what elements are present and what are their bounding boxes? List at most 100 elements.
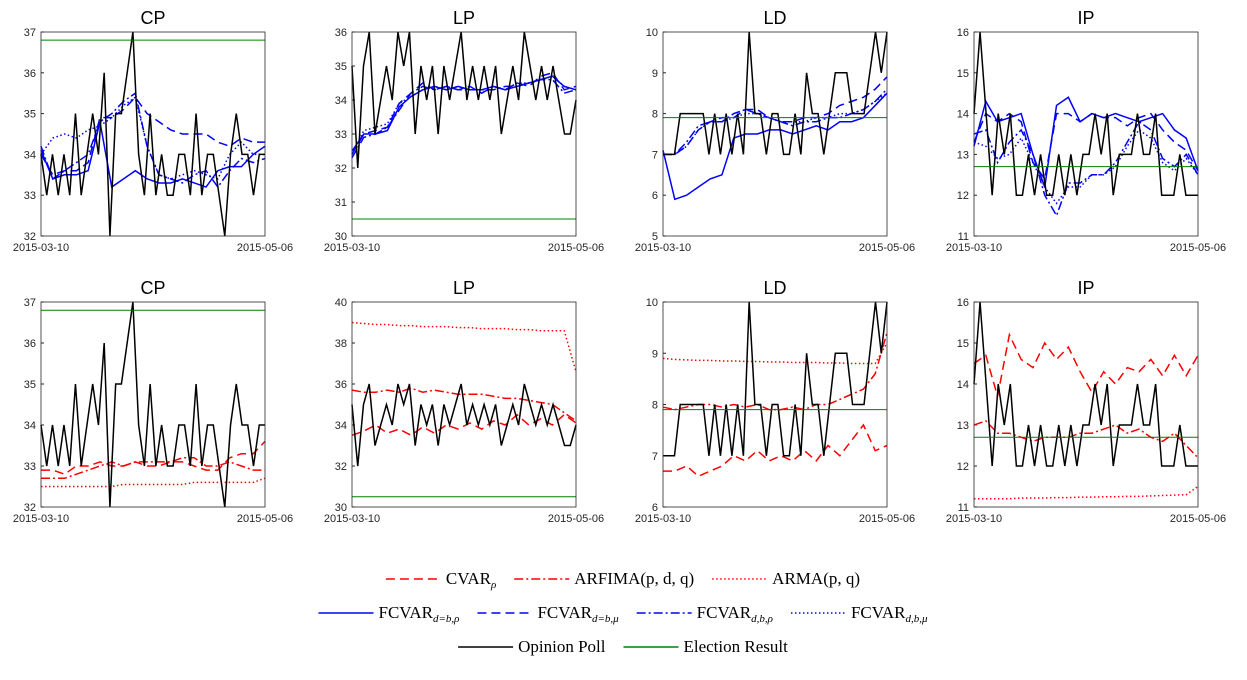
y-tick-label: 32 [24,502,36,514]
y-tick-label: 11 [958,502,969,514]
series-line [351,387,577,422]
legend-label: FCVARd=b,μ [537,603,619,625]
series-line [663,92,888,156]
series-line [40,91,266,189]
y-tick-label: 40 [335,297,347,309]
series-line [351,383,577,467]
y-tick-label: 33 [24,190,36,202]
x-tick-label: 2015-05-06 [237,513,293,525]
y-tick-label: 16 [957,27,969,39]
legend-label: ARMA(p, q) [772,569,860,588]
y-tick-label: 32 [335,461,347,473]
legend-name: FCVAR [537,603,592,622]
y-tick-label: 30 [335,231,347,243]
series-line [351,31,577,169]
panel-title: LD [763,8,786,28]
legend-name: FCVAR [379,603,434,622]
series-line [662,342,888,365]
y-tick-label: 9 [652,68,658,80]
legend-subscript: d=b,ρ [433,613,459,625]
axes-box [351,301,577,508]
legend-row: CVARρ ARFIMA(p, d, q) ARMA(p, q) [385,569,860,591]
series-line [663,301,888,457]
axes-box [973,31,1199,237]
y-tick-label: 37 [24,27,36,39]
series-line [973,96,1199,188]
series-line [662,332,888,411]
x-tick-label: 2015-05-06 [859,242,915,254]
y-tick-label: 34 [24,420,36,432]
series-line [41,477,266,488]
x-tick-label: 2015-03-10 [946,513,1002,525]
series-line [41,440,266,476]
legend-name: CVAR [446,569,492,588]
axes-box [662,301,888,508]
legend-row: FCVARd=b,ρ FCVARd=b,μ FCVARd,b,ρ FCVARd,b,μ [318,603,928,625]
legend-label: FCVARd,b,μ [851,603,928,625]
legend-label: ARFIMA(p, d, q) [574,569,694,588]
y-tick-label: 31 [335,197,347,209]
series-line [351,413,577,437]
legend-subscript: d,b,ρ [751,613,773,625]
series-line [973,420,1199,459]
axes-box [662,31,888,237]
panel-title: IP [1077,278,1094,298]
y-tick-label: 14 [957,109,969,121]
x-tick-label: 2015-03-10 [13,513,69,525]
y-tick-label: 7 [652,451,658,463]
legend-subscript: d=b,μ [592,613,619,625]
y-tick-label: 37 [24,297,36,309]
series-line [973,120,1199,218]
y-tick-label: 35 [24,379,36,391]
x-tick-label: 2015-05-06 [859,513,915,525]
y-tick-label: 12 [957,190,969,202]
panel-title: LD [763,278,786,298]
series-line [663,423,888,478]
y-tick-label: 34 [335,95,347,107]
y-tick-label: 13 [957,420,969,432]
y-tick-label: 32 [24,231,36,243]
legend-subscript: d,b,μ [905,613,928,625]
axes-box [40,301,266,508]
y-tick-label: 16 [957,297,969,309]
legend-label: Election Result [683,637,788,656]
y-tick-label: 35 [24,109,36,121]
legend-name: ARMA(p, q) [772,569,860,588]
legend-name: FCVAR [697,603,752,622]
y-tick-label: 36 [335,27,347,39]
y-tick-label: 32 [335,163,347,175]
legend-label: Opinion Poll [518,637,606,656]
axes-box [40,31,266,237]
y-tick-label: 34 [335,420,347,432]
y-tick-label: 7 [652,149,658,161]
y-tick-label: 13 [957,149,969,161]
y-tick-label: 11 [958,231,969,243]
series-line [351,78,577,159]
x-tick-label: 2015-05-06 [548,513,604,525]
y-tick-label: 6 [652,502,658,514]
y-tick-label: 36 [24,68,36,80]
x-tick-label: 2015-05-06 [237,242,293,254]
y-tick-label: 34 [24,149,36,161]
y-tick-label: 8 [652,400,658,412]
y-tick-label: 10 [646,297,658,309]
x-tick-label: 2015-05-06 [1170,513,1226,525]
y-tick-label: 8 [652,109,658,121]
series-line [973,332,1199,397]
series-line [40,301,265,508]
legend-row: Opinion Poll Election Result [458,637,788,656]
y-tick-label: 10 [646,27,658,39]
y-tick-label: 6 [652,190,658,202]
legend-name: ARFIMA(p, d, q) [574,569,694,588]
y-tick-label: 38 [335,338,347,350]
series-line [974,485,1199,500]
panel-title: CP [140,8,165,28]
series-line [663,76,888,156]
x-tick-label: 2015-03-10 [13,242,69,254]
y-tick-label: 14 [957,379,969,391]
y-tick-label: 36 [335,379,347,391]
y-tick-label: 15 [957,338,969,350]
series-line [662,92,888,201]
series-line [973,112,1199,181]
